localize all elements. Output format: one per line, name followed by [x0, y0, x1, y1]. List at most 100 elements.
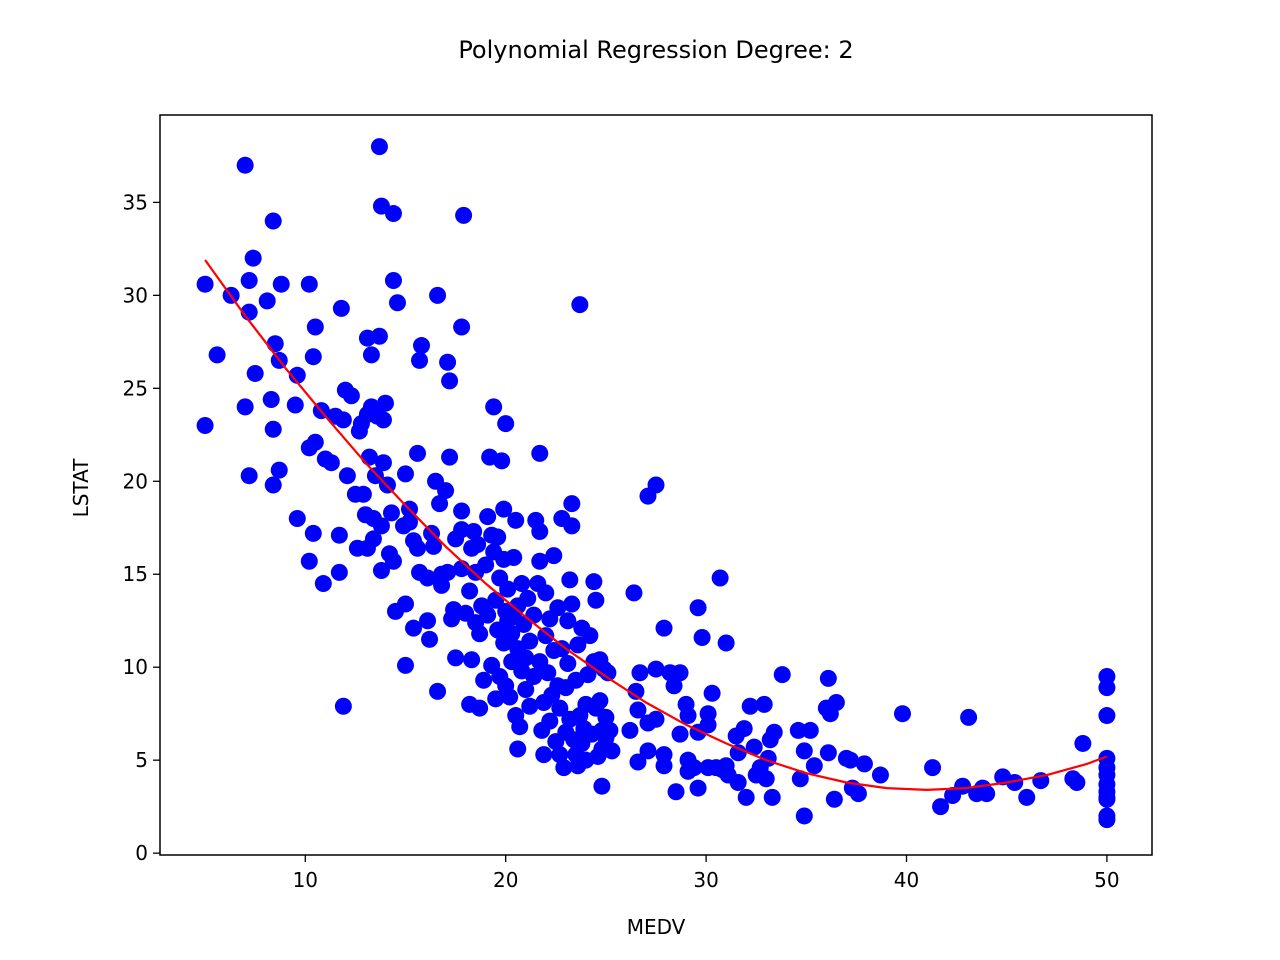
scatter-point [411, 351, 429, 369]
scatter-point [419, 612, 437, 630]
scatter-point [501, 688, 519, 706]
scatter-point [671, 725, 689, 743]
x-tick-label: 20 [493, 868, 518, 892]
scatter-point [699, 716, 717, 734]
scatter-point [1098, 679, 1116, 697]
scatter-point [549, 599, 567, 617]
scatter-point [893, 705, 911, 723]
scatter-point [431, 495, 449, 513]
scatter-point [805, 757, 823, 775]
scatter-point [465, 522, 483, 540]
scatter-point [1068, 773, 1086, 791]
scatter-point [405, 619, 423, 637]
scatter-point [240, 271, 258, 289]
scatter-point [729, 744, 747, 762]
scatter-point [525, 668, 543, 686]
scatter-point [525, 606, 543, 624]
scatter-point [471, 625, 489, 643]
scatter-point [763, 788, 781, 806]
y-tick-label: 20 [123, 469, 148, 493]
scatter-point [773, 666, 791, 684]
scatter-point [453, 502, 471, 520]
scatter-point [545, 547, 563, 565]
scatter-point [801, 721, 819, 739]
scatter-point [304, 524, 322, 542]
scatter-point [461, 582, 479, 600]
scatter-point [819, 669, 837, 687]
scatter-point [729, 773, 747, 791]
scatter-point [489, 528, 507, 546]
scatter-point [579, 666, 597, 684]
scatter-point [561, 571, 579, 589]
scatter-point [441, 372, 459, 390]
scatter-point [631, 664, 649, 682]
scatter-point [685, 759, 703, 777]
scatter-point [330, 526, 348, 544]
scatter-point [208, 346, 226, 364]
scatter-point [370, 327, 388, 345]
series-layer [196, 138, 1116, 829]
scatter-point [531, 444, 549, 462]
scatter-point [1098, 811, 1116, 829]
scatter-point [960, 708, 978, 726]
scatter-point [629, 753, 647, 771]
scatter-point [629, 701, 647, 719]
scatter-point [236, 398, 254, 416]
scatter-point [487, 690, 505, 708]
scatter-point [469, 535, 487, 553]
scatter-point [924, 759, 942, 777]
scatter-point [364, 530, 382, 548]
scatter-point [855, 755, 873, 773]
scatter-point [517, 649, 535, 667]
scatter-point [689, 599, 707, 617]
y-axis: 0 5 10 15 20 25 30 35 [123, 190, 160, 865]
scatter-point [196, 417, 214, 435]
scatter-point [537, 627, 555, 645]
scatter-point [841, 751, 859, 769]
scatter-point [306, 318, 324, 336]
scatter-point [627, 682, 645, 700]
scatter-point [264, 420, 282, 438]
scatter-point [553, 640, 571, 658]
scatter-point [647, 710, 665, 728]
scatter-point [475, 671, 493, 689]
scatter-point [587, 591, 605, 609]
scatter-point [563, 595, 581, 613]
scatter-point [437, 482, 455, 500]
scatter-point [537, 584, 555, 602]
y-tick-label: 5 [135, 748, 148, 772]
scatter-point [665, 677, 683, 695]
scatter-point [409, 539, 427, 557]
scatter-point [300, 552, 318, 570]
scatter-point [433, 576, 451, 594]
y-tick-label: 10 [123, 655, 148, 679]
regression-curve [204, 259, 1108, 792]
scatter-point [593, 777, 611, 795]
scatter-point [689, 779, 707, 797]
scatter-point [419, 569, 437, 587]
scatter-point [288, 366, 306, 384]
scatter-point [551, 699, 569, 717]
scatter-point [978, 785, 996, 803]
scatter-point [555, 759, 573, 777]
scatter-point [585, 573, 603, 591]
scatter-point [372, 562, 390, 580]
scatter-point [366, 467, 384, 485]
scatter-point [671, 664, 689, 682]
scatter-point [1098, 707, 1116, 725]
scatter-point [737, 788, 755, 806]
scatter-point [354, 485, 372, 503]
x-tick-label: 10 [293, 868, 318, 892]
scatter-point [954, 777, 972, 795]
scatter-point [932, 798, 950, 816]
scatter-point [499, 580, 517, 598]
scatter-point [384, 205, 402, 223]
scatter-point [471, 699, 489, 717]
scatter-point [551, 746, 569, 764]
scatter-point [334, 411, 352, 429]
scatter-point [511, 718, 529, 736]
scatter-point [591, 692, 609, 710]
scatter-point [497, 415, 515, 433]
scatter-point [711, 569, 729, 587]
scatter-point [453, 318, 471, 336]
